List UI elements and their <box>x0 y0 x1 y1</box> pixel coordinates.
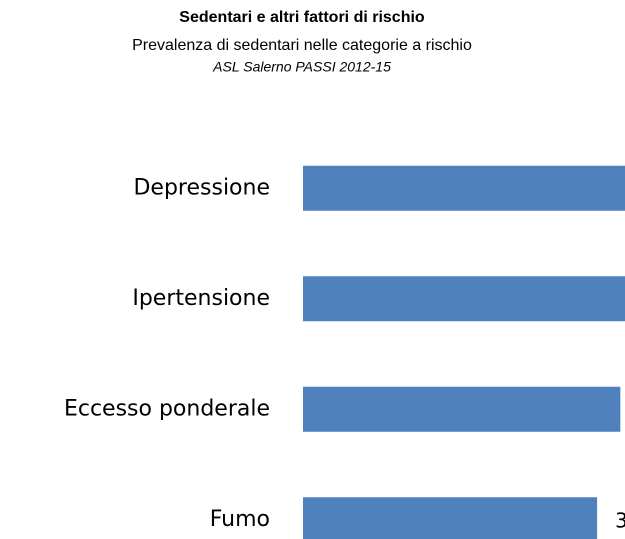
chart-subtitle: Prevalenza di sedentari nelle categorie … <box>132 37 472 54</box>
y-tick-label: Eccesso ponderale <box>64 396 270 421</box>
bar <box>303 386 621 432</box>
value-label: 38 <box>615 508 625 532</box>
bar <box>303 276 625 322</box>
y-tick-label: Fumo <box>210 507 270 532</box>
y-tick-label: Depressione <box>133 175 270 200</box>
y-tick-label: Ipertensione <box>132 286 270 311</box>
bar <box>303 497 598 539</box>
bar <box>303 165 625 211</box>
chart-title: Sedentari e altri fattori di rischio <box>179 9 425 26</box>
chart-source: ASL Salerno PASSI 2012-15 <box>212 59 391 75</box>
